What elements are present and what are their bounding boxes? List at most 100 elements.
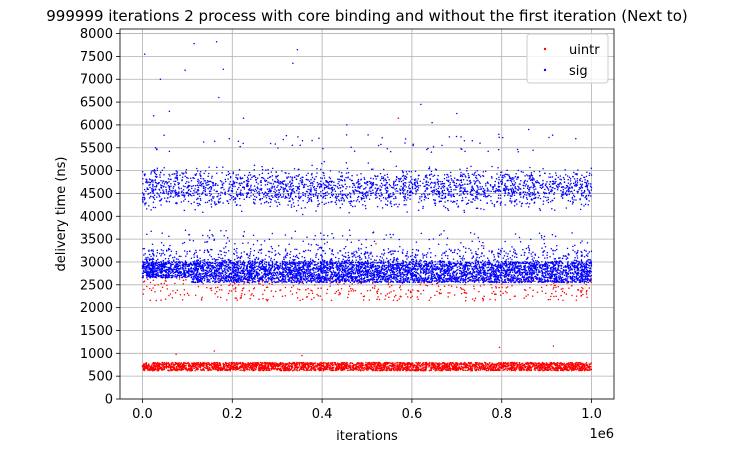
uintr-point (549, 367, 552, 370)
uintr-point (342, 363, 345, 365)
uintr-point (255, 366, 258, 369)
uintr-point (536, 366, 538, 369)
uintr-point (252, 364, 254, 366)
uintr-point (413, 364, 415, 367)
uintr-point (267, 366, 269, 369)
uintr-point (151, 363, 153, 365)
uintr-point (277, 363, 279, 365)
uintr-point (387, 283, 390, 286)
uintr-point (466, 363, 468, 365)
uintr-point (468, 368, 470, 370)
uintr-point (343, 368, 346, 371)
uintr-point (363, 366, 365, 369)
uintr-point (556, 368, 558, 370)
uintr-point (511, 362, 513, 365)
uintr-point (506, 363, 508, 365)
uintr-point (266, 286, 269, 288)
uintr-point (236, 299, 238, 301)
uintr-point (266, 361, 269, 364)
uintr-point (549, 362, 552, 365)
uintr-point (436, 363, 439, 366)
uintr-point (588, 287, 591, 289)
uintr-point (222, 362, 224, 365)
uintr-point (213, 365, 216, 367)
uintr-point (409, 366, 412, 368)
uintr-point (588, 363, 590, 365)
uintr-point (311, 292, 314, 294)
uintr-point (378, 369, 381, 371)
uintr-point (468, 364, 471, 367)
uintr-point (553, 295, 555, 298)
uintr-point (181, 298, 184, 301)
uintr-point (291, 367, 293, 369)
uintr-point (229, 364, 232, 367)
uintr-point (560, 288, 563, 290)
uintr-point (388, 296, 390, 299)
uintr-point (506, 286, 509, 288)
uintr-point (301, 365, 303, 367)
uintr-point (562, 299, 564, 301)
uintr-point (296, 297, 299, 299)
uintr-point (351, 362, 353, 364)
uintr-point (351, 283, 353, 285)
uintr-point (174, 368, 177, 370)
uintr-point (146, 278, 149, 281)
uintr-point (316, 365, 318, 368)
uintr-point (383, 366, 386, 368)
uintr-point (577, 289, 579, 291)
uintr-point (398, 363, 401, 365)
uintr-point (299, 299, 301, 302)
uintr-point (421, 362, 424, 365)
uintr-point (587, 368, 589, 370)
uintr-point (563, 363, 565, 366)
uintr-point (494, 299, 497, 301)
uintr-point (389, 364, 392, 367)
uintr-point (573, 364, 575, 367)
uintr-point (371, 368, 374, 371)
uintr-point (260, 367, 262, 370)
uintr-point (228, 290, 231, 292)
uintr-point (175, 353, 177, 355)
uintr-point (462, 369, 465, 371)
uintr-point (585, 283, 587, 286)
uintr-point (244, 367, 246, 370)
uintr-point (328, 366, 330, 368)
uintr-point (345, 362, 348, 364)
uintr-point (450, 285, 453, 287)
uintr-point (437, 362, 440, 365)
uintr-point (393, 289, 395, 292)
uintr-point (575, 369, 578, 371)
uintr-point (214, 362, 217, 364)
uintr-point (168, 369, 170, 372)
uintr-point (471, 369, 473, 371)
uintr-point (259, 283, 261, 285)
uintr-point (229, 367, 231, 370)
uintr-point (221, 289, 223, 291)
uintr-point (464, 364, 467, 367)
sig-point (353, 269, 355, 271)
uintr-point (500, 283, 503, 285)
uintr-point (520, 368, 522, 371)
sig-point (571, 281, 573, 284)
uintr-point (520, 363, 522, 366)
uintr-point (422, 363, 425, 366)
uintr-point (529, 365, 531, 367)
uintr-point (344, 362, 346, 364)
uintr-point (585, 293, 588, 295)
uintr-point (543, 367, 546, 369)
uintr-point (265, 298, 268, 301)
uintr-point (322, 369, 325, 372)
uintr-point (248, 368, 251, 371)
sig-point (345, 277, 347, 279)
uintr-point (268, 362, 271, 365)
sig-point (344, 265, 347, 268)
uintr-point (305, 366, 307, 369)
uintr-point (265, 367, 267, 369)
uintr-point (304, 362, 307, 364)
sig-point (314, 280, 316, 282)
uintr-point (570, 284, 573, 287)
uintr-point (149, 367, 152, 369)
uintr-point (273, 365, 275, 367)
uintr-point (410, 296, 412, 299)
uintr-point (396, 361, 398, 364)
